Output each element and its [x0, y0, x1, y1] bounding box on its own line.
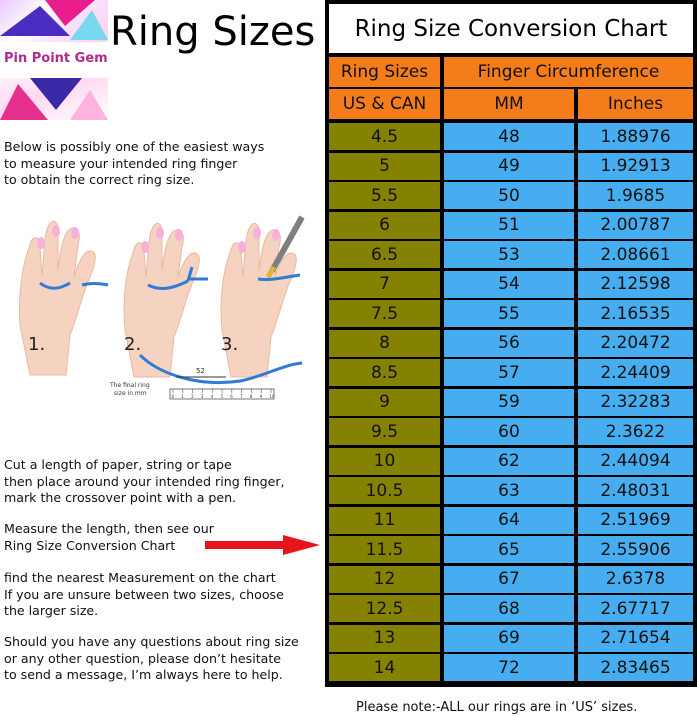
ruler-tick-label: 1	[181, 394, 184, 399]
mm-cell: 68	[444, 595, 574, 622]
measuring-strip	[138, 353, 303, 385]
mm-cell: 51	[444, 211, 574, 239]
subheader-inches: Inches	[578, 89, 693, 119]
inches-cell: 2.32283	[578, 388, 693, 416]
mm-cell: 57	[444, 359, 574, 386]
instructions-cut-paragraph: Cut a length of paper, string or tape th…	[4, 457, 285, 505]
mm-cell: 62	[444, 447, 574, 475]
ruler-tick-label: 2	[191, 394, 194, 399]
inches-cell: 1.9685	[578, 182, 693, 209]
ruler-tick-label: 4	[211, 394, 214, 399]
hand-2	[123, 222, 208, 378]
mm-cell: 65	[444, 536, 574, 563]
inches-cell: 2.83465	[578, 654, 693, 681]
inches-cell: 2.71654	[578, 624, 693, 652]
brand-logo-graphic-top	[0, 0, 108, 42]
ruler-tick-label: 8	[250, 394, 253, 399]
mm-cell: 59	[444, 388, 574, 416]
inches-cell: 2.44094	[578, 447, 693, 475]
header-ring-sizes: Ring Sizes	[329, 57, 440, 87]
ring-size-cell: 14	[329, 654, 440, 681]
ring-size-cell: 5.5	[329, 182, 440, 209]
ring-size-cell: 5	[329, 152, 440, 180]
inches-cell: 2.6378	[578, 565, 693, 593]
inches-cell: 2.48031	[578, 477, 693, 504]
ring-size-cell: 12	[329, 565, 440, 593]
mm-cell: 54	[444, 270, 574, 298]
ruler-value: 52	[196, 367, 205, 375]
step-number-2: 2.	[124, 334, 141, 355]
ruler-caption-line-1: The final ring	[109, 382, 150, 389]
brand-logo-graphic-bottom	[0, 78, 108, 120]
hand-measuring-illustration: 1. 2. 3. 52 0 1 2 3 4 5 6 7 8 9 10 The final ring …	[19, 215, 305, 400]
footer-note: Please note:-ALL our rings are in ‘US’ s…	[356, 700, 638, 715]
ring-size-cell: 11.5	[329, 536, 440, 563]
mm-cell: 67	[444, 565, 574, 593]
mm-cell: 55	[444, 300, 574, 327]
mm-cell: 63	[444, 477, 574, 504]
inches-cell: 2.3622	[578, 418, 693, 445]
ring-size-cell: 10	[329, 447, 440, 475]
ring-size-cell: 8.5	[329, 359, 440, 386]
hand-3	[220, 215, 305, 378]
inches-cell: 2.12598	[578, 270, 693, 298]
step-number-3: 3.	[221, 334, 238, 355]
ruler-tick-label: 10	[270, 394, 276, 399]
brand-logo-text: Pin Point Gem	[4, 51, 108, 66]
pen-icon	[265, 215, 305, 279]
ring-size-cell: 7.5	[329, 300, 440, 327]
ruler-tick-label: 3	[201, 394, 204, 399]
arrow-right-icon	[205, 535, 320, 555]
ring-size-cell: 8	[329, 329, 440, 357]
ruler-ticks: 0 1 2 3 4 5 6 7 8 9 10	[172, 389, 276, 399]
step-number-1: 1.	[28, 334, 45, 355]
inches-cell: 2.16535	[578, 300, 693, 327]
inches-cell: 2.51969	[578, 506, 693, 534]
inches-cell: 2.20472	[578, 329, 693, 357]
mm-cell: 53	[444, 241, 574, 268]
mm-cell: 56	[444, 329, 574, 357]
ruler-tick-label: 7	[240, 394, 243, 399]
ring-size-cell: 9	[329, 388, 440, 416]
ruler-tick-label: 0	[172, 394, 175, 399]
ring-size-cell: 13	[329, 624, 440, 652]
inches-cell: 1.88976	[578, 123, 693, 150]
instructions-contact-paragraph: Should you have any questions about ring…	[4, 634, 299, 682]
mm-cell: 60	[444, 418, 574, 445]
header-finger-circumference: Finger Circumference	[444, 57, 693, 87]
ring-size-cell: 7	[329, 270, 440, 298]
ring-size-cell: 12.5	[329, 595, 440, 622]
intro-paragraph: Below is possibly one of the easiest way…	[4, 139, 265, 187]
ruler-tick-label: 9	[260, 394, 263, 399]
ruler-tick-label: 6	[230, 394, 233, 399]
inches-cell: 2.67717	[578, 595, 693, 622]
ring-size-conversion-chart: Ring Size Conversion Chart Ring Sizes Fi…	[325, 0, 697, 687]
page-title: Ring Sizes	[110, 9, 316, 55]
instructions-measure-paragraph: Measure the length, then see our Ring Si…	[4, 521, 214, 553]
ring-size-cell: 11	[329, 506, 440, 534]
ring-size-cell: 10.5	[329, 477, 440, 504]
ruler-tick-label: 5	[221, 394, 224, 399]
ring-size-cell: 6	[329, 211, 440, 239]
mm-cell: 72	[444, 654, 574, 681]
subheader-us-can: US & CAN	[329, 89, 440, 119]
mm-cell: 48	[444, 123, 574, 150]
ring-size-cell: 9.5	[329, 418, 440, 445]
mm-cell: 50	[444, 182, 574, 209]
mm-cell: 64	[444, 506, 574, 534]
chart-title: Ring Size Conversion Chart	[329, 4, 693, 53]
subheader-mm: MM	[444, 89, 574, 119]
instructions-nearest-paragraph: find the nearest Measurement on the char…	[4, 570, 284, 618]
inches-cell: 2.08661	[578, 241, 693, 268]
inches-cell: 2.00787	[578, 211, 693, 239]
inches-cell: 2.55906	[578, 536, 693, 563]
ring-size-cell: 6.5	[329, 241, 440, 268]
ruler-caption-line-2: size in mm	[114, 390, 147, 397]
inches-cell: 1.92913	[578, 152, 693, 180]
hand-1	[19, 220, 109, 376]
mm-cell: 69	[444, 624, 574, 652]
mm-cell: 49	[444, 152, 574, 180]
ring-size-cell: 4.5	[329, 123, 440, 150]
inches-cell: 2.24409	[578, 359, 693, 386]
